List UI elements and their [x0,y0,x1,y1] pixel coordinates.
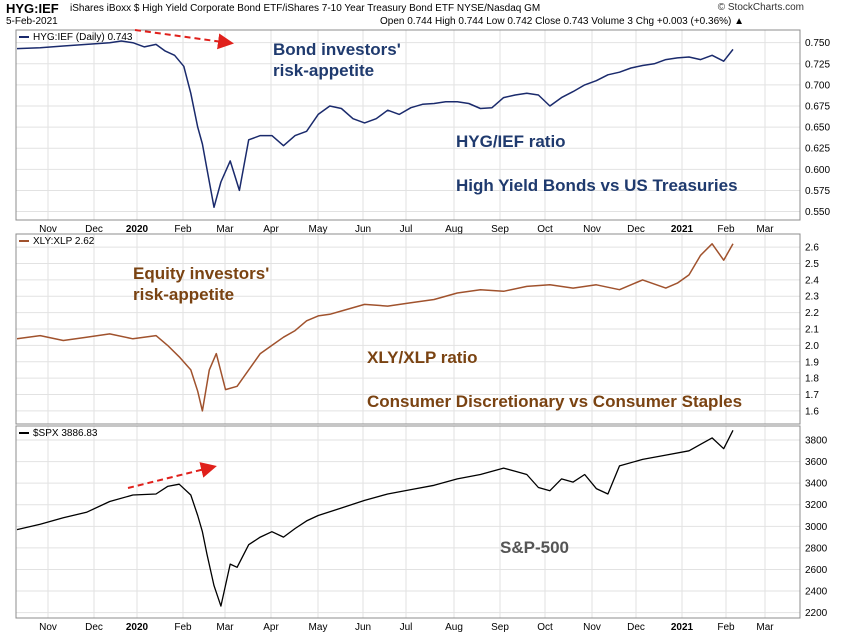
chart-header: HYG:IEF iShares iBoxx $ High Yield Corpo… [0,0,850,30]
y-tick-label-1-8: 2.4 [805,275,819,286]
x-tick-label-2-1: Dec [85,622,103,633]
y-tick-label-0-6: 0.700 [805,80,830,91]
y-tick-label-2-1: 2400 [805,587,828,598]
y-tick-label-2-6: 3400 [805,479,828,490]
x-tick-label-0-0: Nov [39,224,57,235]
y-tick-label-1-6: 2.2 [805,308,819,319]
y-tick-label-1-10: 2.6 [805,243,819,254]
y-tick-label-2-5: 3200 [805,500,828,511]
equity-title-2: risk-appetite [133,285,235,304]
y-tick-label-2-2: 2600 [805,565,828,576]
pane-frame-2 [15,425,801,619]
y-tick-label-0-8: 0.750 [805,38,830,49]
x-tick-label-2-10: Sep [491,622,509,633]
x-tick-label-0-11: Oct [537,224,553,235]
symbol-label: HYG:IEF [6,1,59,16]
y-tick-label-0-3: 0.625 [805,144,830,155]
x-tick-label-0-4: Mar [216,224,234,235]
y-tick-label-0-7: 0.725 [805,59,830,70]
y-tick-label-1-9: 2.5 [805,259,819,270]
x-tick-label-2-11: Oct [537,622,553,633]
y-tick-label-1-1: 1.7 [805,390,819,401]
y-tick-label-1-0: 1.6 [805,406,819,417]
x-tick-label-0-1: Dec [85,224,103,235]
y-tick-label-2-0: 2200 [805,608,828,619]
y-tick-label-1-5: 2.1 [805,325,819,336]
equity-annotation: Equity investors' risk-appetite [133,263,269,305]
x-tick-label-0-15: Feb [717,224,735,235]
arrow-bond [134,29,234,50]
x-tick-label-2-12: Nov [583,622,601,633]
y-tick-label-2-7: 3600 [805,457,828,468]
x-tick-label-2-7: Jun [355,622,371,633]
x-tick-label-2-5: Apr [263,622,279,633]
symbol-description: iShares iBoxx $ High Yield Corporate Bon… [70,3,541,14]
x-tick-label-0-16: Mar [756,224,774,235]
y-tick-label-0-1: 0.575 [805,186,830,197]
ohlc-readout: Open 0.744 High 0.744 Low 0.742 Close 0.… [380,16,745,27]
equity-title: Equity investors' [133,264,270,283]
x-tick-label-2-13: Dec [627,622,645,633]
series-line-2 [16,430,734,607]
brand-label: © StockCharts.com [717,2,804,13]
x-tick-label-0-10: Sep [491,224,509,235]
x-tick-label-0-13: Dec [627,224,645,235]
y-tick-label-1-4: 2.0 [805,341,819,352]
pane-frame-1 [15,233,801,425]
y-tick-label-2-3: 2800 [805,543,828,554]
x-tick-label-2-9: Aug [445,622,463,633]
x-tick-label-0-9: Aug [445,224,463,235]
xly-description: Consumer Discretionary vs Consumer Stapl… [367,392,743,411]
x-tick-label-0-6: May [309,224,328,235]
bond-annotation: Bond investors' risk-appetite [273,39,401,81]
pane-frame-0 [15,29,801,221]
y-tick-label-0-5: 0.675 [805,102,830,113]
x-tick-label-2-2: 2020 [126,622,149,633]
arrow-spx [127,462,217,489]
x-tick-label-2-4: Mar [216,622,234,633]
y-tick-label-0-4: 0.650 [805,123,830,134]
xly-ratio-label: XLY/XLP ratio [367,348,478,367]
y-tick-label-2-8: 3800 [805,436,828,447]
y-tick-label-0-2: 0.600 [805,165,830,176]
bond-title: Bond investors' [273,40,401,59]
spx-label: S&P-500 [500,538,569,557]
x-tick-label-2-6: May [309,622,328,633]
hyg-ratio-label: HYG/IEF ratio [456,132,566,151]
x-tick-label-2-0: Nov [39,622,57,633]
x-tick-label-0-7: Jun [355,224,371,235]
y-tick-label-1-7: 2.3 [805,292,819,303]
series-line-1 [16,243,734,412]
legend-label-0: HYG:IEF (Daily) 0.743 [33,32,133,43]
x-tick-label-0-3: Feb [174,224,192,235]
x-tick-label-2-16: Mar [756,622,774,633]
x-tick-label-0-14: 2021 [671,224,694,235]
legend-label-1: XLY:XLP 2.62 [33,236,95,247]
y-tick-label-1-3: 1.9 [805,357,819,368]
series-line-0 [16,40,734,209]
x-tick-label-2-15: Feb [717,622,735,633]
x-tick-label-0-8: Jul [400,224,413,235]
x-tick-label-0-2: 2020 [126,224,149,235]
bond-title-2: risk-appetite [273,61,375,80]
y-tick-label-2-4: 3000 [805,522,828,533]
x-tick-label-0-5: Apr [263,224,279,235]
x-tick-label-2-14: 2021 [671,622,694,633]
x-tick-label-0-12: Nov [583,224,601,235]
date-label: 5-Feb-2021 [6,16,58,27]
y-tick-label-0-0: 0.550 [805,207,830,218]
y-tick-label-1-2: 1.8 [805,374,819,385]
legend-label-2: $SPX 3886.83 [33,428,98,439]
hyg-description: High Yield Bonds vs US Treasuries [456,176,738,195]
x-tick-label-2-8: Jul [400,622,413,633]
x-tick-label-2-3: Feb [174,622,192,633]
